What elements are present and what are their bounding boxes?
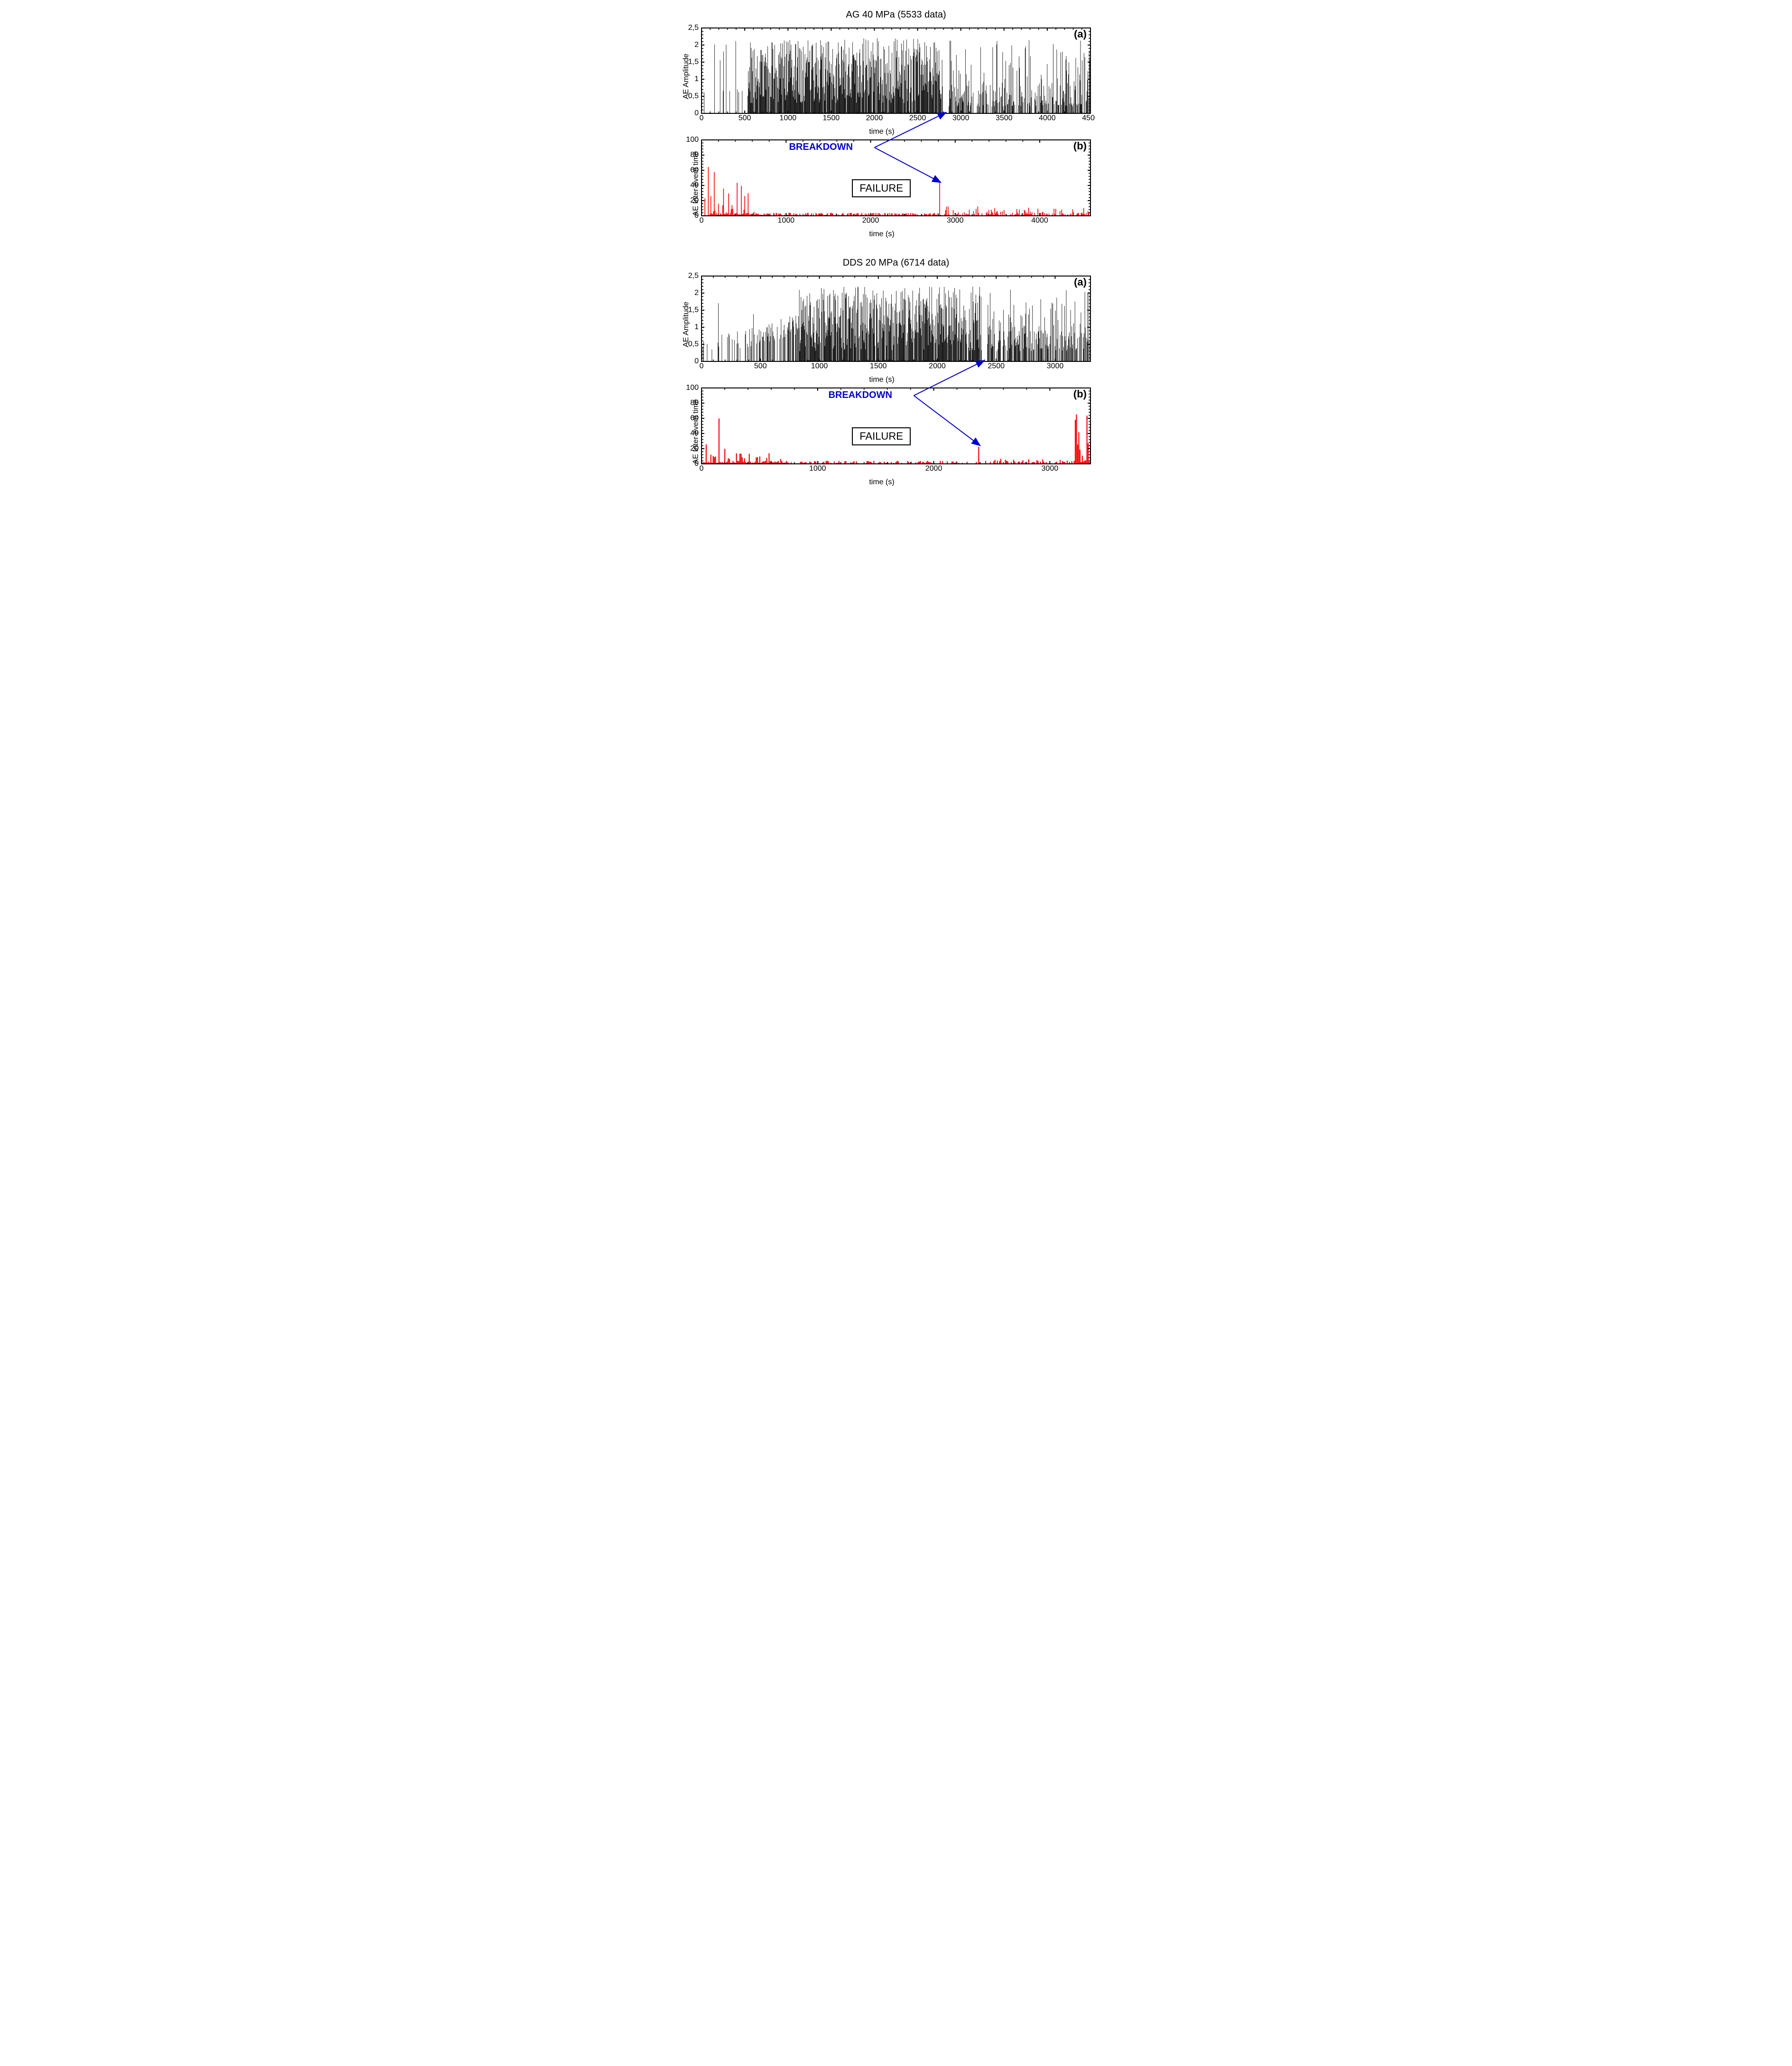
svg-text:3000: 3000 [952, 114, 970, 122]
svg-text:2000: 2000 [929, 362, 946, 370]
failure-label: FAILURE [852, 427, 911, 445]
svg-text:0: 0 [700, 216, 704, 224]
svg-text:4000: 4000 [1031, 216, 1048, 224]
svg-text:0: 0 [694, 357, 699, 365]
chart-group: DDS 20 MPa (6714 data)050010001500200025… [668, 258, 1124, 487]
svg-text:2,5: 2,5 [688, 272, 699, 280]
svg-text:100: 100 [686, 384, 699, 392]
panel-tag: (a) [1074, 28, 1087, 40]
svg-text:3000: 3000 [947, 216, 964, 224]
svg-text:2,5: 2,5 [688, 24, 699, 32]
plot-panel: 05001000150020002500300035004000450000,5… [668, 24, 1095, 129]
chart-svg: 05001000150020002500300000,511,522,5 [668, 272, 1095, 377]
svg-text:2000: 2000 [862, 216, 879, 224]
x-axis-label: time (s) [668, 478, 1095, 487]
svg-text:1000: 1000 [811, 362, 828, 370]
svg-text:2: 2 [694, 289, 699, 297]
plot-panel: 05001000150020002500300000,511,522,5(a)A… [668, 272, 1095, 377]
x-axis-label: time (s) [668, 128, 1095, 136]
svg-text:1000: 1000 [779, 114, 796, 122]
svg-text:2000: 2000 [866, 114, 883, 122]
panel-tag: (a) [1074, 276, 1087, 288]
svg-text:3000: 3000 [1047, 362, 1064, 370]
svg-text:2500: 2500 [988, 362, 1005, 370]
svg-text:3500: 3500 [996, 114, 1013, 122]
x-axis-label: time (s) [668, 376, 1095, 384]
svg-text:3000: 3000 [1042, 464, 1059, 472]
svg-text:1000: 1000 [777, 216, 794, 224]
chart-title: DDS 20 MPa (6714 data) [668, 258, 1124, 268]
svg-text:2: 2 [694, 41, 699, 49]
svg-text:0: 0 [700, 114, 704, 122]
chart-title: AG 40 MPa (5533 data) [668, 9, 1124, 20]
chart-svg: 05001000150020002500300035004000450000,5… [668, 24, 1095, 129]
chart-group: AG 40 MPa (5533 data)0500100015002000250… [668, 9, 1124, 239]
failure-label: FAILURE [852, 179, 911, 197]
svg-text:1500: 1500 [823, 114, 840, 122]
breakdown-label: BREAKDOWN [828, 390, 892, 401]
breakdown-label: BREAKDOWN [789, 142, 852, 153]
y-axis-label: AE Inter-event time [692, 399, 700, 464]
svg-text:4000: 4000 [1039, 114, 1056, 122]
svg-text:0: 0 [700, 464, 704, 472]
svg-text:4500: 4500 [1082, 114, 1095, 122]
svg-text:2000: 2000 [925, 464, 942, 472]
figure-root: AG 40 MPa (5533 data)0500100015002000250… [668, 9, 1124, 487]
svg-text:1: 1 [694, 75, 699, 83]
svg-text:1: 1 [694, 323, 699, 331]
svg-text:1000: 1000 [809, 464, 826, 472]
y-axis-label: AE Amplitude [682, 302, 691, 347]
y-axis-label: AE Amplitude [682, 54, 691, 99]
panel-tag: (b) [1073, 140, 1087, 152]
panel-tag: (b) [1073, 388, 1087, 400]
svg-text:2500: 2500 [909, 114, 926, 122]
svg-text:1500: 1500 [870, 362, 887, 370]
y-axis-label: AE Inter-event time [692, 151, 700, 216]
svg-text:500: 500 [754, 362, 767, 370]
x-axis-label: time (s) [668, 230, 1095, 239]
svg-text:0: 0 [700, 362, 704, 370]
svg-text:100: 100 [686, 136, 699, 144]
svg-text:0: 0 [694, 109, 699, 117]
svg-text:500: 500 [739, 114, 751, 122]
